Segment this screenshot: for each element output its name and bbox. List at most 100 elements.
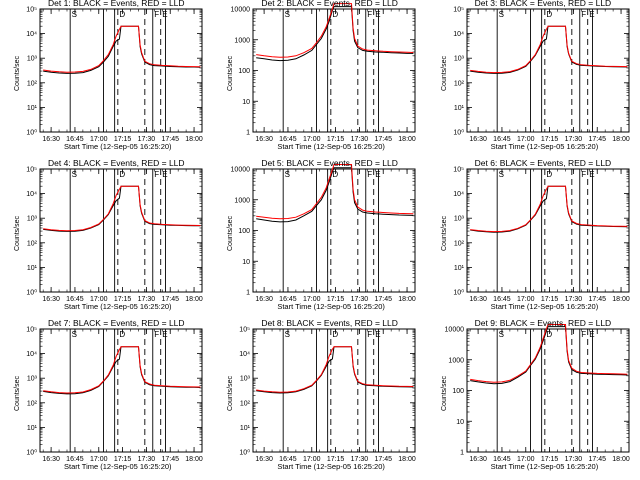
x-tick-label: 16:45: [493, 456, 511, 463]
time-marker-label: E: [589, 330, 594, 339]
x-tick-label: 17:00: [303, 296, 321, 303]
y-tick-label: 10⁴: [240, 351, 251, 358]
time-marker-label: D: [546, 170, 552, 179]
x-tick-label: 18:00: [399, 296, 417, 303]
time-marker-label: E: [376, 10, 381, 19]
time-marker-label: S: [72, 330, 77, 339]
x-tick-label: 17:00: [90, 296, 108, 303]
x-tick-label: 17:30: [351, 456, 369, 463]
x-tick-label: 17:30: [564, 456, 582, 463]
y-tick-label: 10⁴: [453, 31, 464, 38]
x-tick-label: 18:00: [185, 296, 203, 303]
x-tick-label: 17:30: [351, 136, 369, 143]
time-marker-label: S: [498, 170, 503, 179]
time-marker-label: S: [72, 170, 77, 179]
x-tick-label: 17:45: [375, 296, 393, 303]
y-tick-label: 10³: [27, 56, 38, 63]
x-tick-label: 16:30: [42, 136, 60, 143]
x-tick-label: 17:15: [114, 296, 132, 303]
x-tick-label: 16:30: [469, 296, 487, 303]
y-tick-label: 10³: [27, 376, 38, 383]
panel-plot: 10⁰ 10¹ 10² 10³ 10⁴ 10⁵ 16:30 16:45 17:00 17:15 17…: [26, 327, 203, 464]
x-axis-label: Start Time (12-Sep-05 16:25:20): [277, 462, 385, 471]
time-marker-label: F: [581, 330, 586, 339]
y-tick-label: 1000: [235, 37, 251, 44]
x-tick-label: 16:45: [280, 456, 298, 463]
time-marker-label: D: [546, 330, 552, 339]
x-axis-label: Start Time (12-Sep-05 16:25:20): [490, 302, 599, 311]
detector-panel: 10⁰ 10¹ 10² 10³ 10⁴ 10⁵ 16:30 16:45 17:00 17:15 17…: [213, 318, 426, 480]
panel-title: Det 7: BLACK = Events, RED = LLD: [48, 318, 185, 328]
x-tick-label: 17:30: [138, 456, 156, 463]
x-tick-label: 16:45: [280, 136, 298, 143]
time-marker-label: D: [119, 170, 125, 179]
x-tick-label: 16:45: [66, 296, 84, 303]
x-tick-label: 17:45: [161, 456, 179, 463]
x-tick-label: 17:45: [588, 296, 606, 303]
time-marker-label: F: [581, 10, 586, 19]
x-tick-label: 18:00: [612, 456, 630, 463]
time-marker-label: E: [162, 10, 167, 19]
y-tick-label: 10²: [27, 80, 38, 87]
time-marker-label: F: [368, 10, 373, 19]
panel-plot: 10⁰ 10¹ 10² 10³ 10⁴ 10⁵ 16:30 16:45 17:00 17:15 17…: [26, 7, 203, 144]
y-tick-label: 100: [239, 68, 251, 75]
y-tick-label: 10⁰: [453, 289, 464, 297]
x-tick-label: 18:00: [399, 136, 417, 143]
panel-title: Det 4: BLACK = Events, RED = LLD: [48, 158, 185, 168]
events-series-line: [43, 25, 201, 74]
panel-plot: 1 10 100 1000 10000 16:30 16:45 17:00 17:15 17:30…: [231, 3, 417, 143]
panel-plot: 1 10 100 1000 10000 16:30 16:45 17:00 17:15 17:30…: [444, 324, 630, 463]
x-tick-label: 16:45: [66, 456, 84, 463]
x-tick-label: 16:45: [493, 296, 511, 303]
plot-frame: [39, 8, 203, 133]
y-axis-label: Counts/sec: [14, 375, 21, 411]
events-series-line: [43, 346, 201, 395]
time-marker-label: F: [368, 330, 373, 339]
time-marker-label: S: [285, 170, 290, 179]
y-tick-label: 10⁵: [453, 7, 464, 14]
y-axis-label: Counts/sec: [440, 55, 448, 91]
y-tick-label: 10⁴: [26, 191, 37, 198]
y-tick-label: 10⁵: [26, 167, 37, 174]
panel-plot: 1 10 100 1000 10000 16:30 16:45 17:00 17:15 17:30…: [231, 164, 417, 303]
y-tick-label: 10³: [454, 56, 465, 63]
x-tick-label: 18:00: [612, 296, 630, 303]
panel-plot: 10⁰ 10¹ 10² 10³ 10⁴ 10⁵ 16:30 16:45 17:00 17:15 17…: [26, 167, 203, 304]
plot-frame: [252, 328, 416, 453]
x-tick-label: 17:45: [588, 136, 606, 143]
time-marker-label: S: [498, 330, 503, 339]
x-axis-label: Start Time (12-Sep-05 16:25:20): [64, 142, 172, 151]
y-tick-label: 10¹: [454, 265, 465, 272]
plot-frame: [252, 8, 416, 133]
time-marker-label: E: [589, 10, 594, 19]
x-tick-label: 17:45: [588, 456, 606, 463]
lld-series-line: [43, 185, 201, 232]
y-tick-label: 10⁰: [26, 449, 37, 457]
y-tick-label: 10¹: [240, 425, 251, 432]
x-tick-label: 17:15: [327, 136, 345, 143]
y-tick-label: 1000: [235, 197, 251, 204]
plot-frame: [39, 328, 203, 453]
x-axis-label: Start Time (12-Sep-05 16:25:20): [277, 142, 385, 151]
x-tick-label: 17:30: [138, 296, 156, 303]
x-tick-label: 17:15: [540, 136, 558, 143]
y-tick-label: 10⁵: [453, 167, 464, 174]
y-tick-label: 10²: [27, 240, 38, 247]
x-tick-label: 17:45: [375, 136, 393, 143]
time-marker-label: D: [119, 10, 125, 19]
y-tick-label: 10: [456, 419, 464, 426]
x-tick-label: 17:00: [303, 136, 321, 143]
x-tick-label: 16:30: [469, 136, 487, 143]
time-marker-label: D: [333, 170, 339, 179]
y-tick-label: 10⁰: [453, 129, 464, 137]
y-tick-label: 10³: [454, 216, 465, 223]
y-tick-label: 10: [243, 259, 251, 266]
panel-title: Det 6: BLACK = Events, RED = LLD: [474, 158, 612, 168]
x-tick-label: 16:30: [256, 456, 274, 463]
y-tick-label: 10²: [454, 80, 465, 87]
x-tick-label: 17:00: [303, 456, 321, 463]
x-tick-label: 16:30: [256, 136, 274, 143]
y-axis-label: Counts/sec: [227, 375, 235, 411]
y-tick-label: 1000: [448, 357, 464, 364]
